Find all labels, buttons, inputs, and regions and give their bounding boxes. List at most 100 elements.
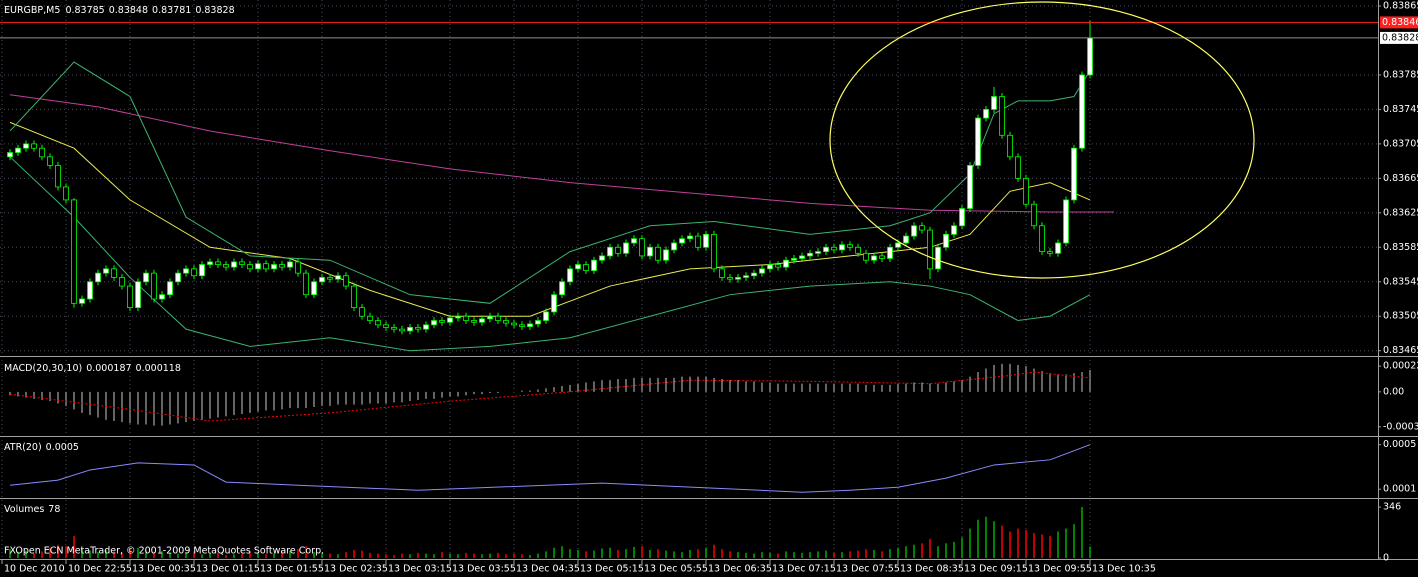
bid-label: 0.83828: [1382, 32, 1418, 43]
macd-header: MACD(20,30,10) 0.000187 0.000118: [4, 363, 181, 374]
candle-body: [415, 327, 421, 330]
candle-body: [103, 268, 109, 274]
candle-body: [359, 307, 365, 317]
candle-body: [1023, 177, 1029, 205]
x-tick-label: 13 Dec 05:15: [580, 564, 644, 575]
candle-body: [239, 261, 245, 265]
candle-body: [391, 327, 397, 330]
candle-body: [639, 238, 645, 257]
y-tick-label: 0.83625: [1383, 207, 1418, 218]
x-tick-label: 13 Dec 10:35: [1092, 564, 1156, 575]
candle-body: [287, 261, 293, 268]
candle-body: [311, 281, 317, 296]
candle-body: [1071, 147, 1077, 201]
y-tick-label: 0.00022: [1383, 361, 1418, 372]
candle-body: [623, 242, 629, 254]
candle-body: [375, 320, 381, 326]
candle-body: [327, 277, 333, 280]
candle-body: [407, 327, 413, 332]
candle-body: [903, 235, 909, 244]
x-tick-label: 13 Dec 08:35: [900, 564, 964, 575]
candle-body: [319, 277, 325, 283]
low: 0.83781: [152, 5, 191, 16]
candle-body: [279, 264, 285, 268]
candle-body: [367, 315, 373, 321]
candle-body: [991, 96, 997, 110]
open: 0.83785: [65, 5, 104, 16]
candle-body: [271, 264, 277, 270]
candle-body: [879, 255, 885, 259]
candle-body: [727, 277, 733, 280]
candle-body: [583, 264, 589, 271]
y-tick-label: 0: [1383, 553, 1389, 564]
macd-value: 0.000187: [86, 363, 131, 374]
y-tick-label: 0.0005: [1383, 439, 1416, 450]
candle-body: [399, 328, 405, 332]
x-tick-label: 13 Dec 04:35: [516, 564, 580, 575]
x-tick-label: 13 Dec 09:55: [1028, 564, 1092, 575]
candle-body: [1079, 74, 1085, 149]
candle-body: [615, 246, 621, 254]
candle-body: [247, 264, 253, 270]
y-tick-label: 0.83705: [1383, 138, 1418, 149]
candle-body: [591, 259, 597, 271]
ask-label: 0.83846: [1382, 17, 1418, 28]
volume-value: 78: [48, 504, 60, 515]
y-tick-label: 0.00: [1383, 386, 1404, 397]
candle-body: [1063, 199, 1069, 244]
candle-body: [559, 281, 565, 296]
candle-body: [23, 143, 29, 149]
candle-body: [215, 261, 221, 265]
x-tick-label: 13 Dec 03:55: [452, 564, 516, 575]
candle-body: [263, 263, 269, 270]
candle-body: [799, 255, 805, 259]
annotation-ellipse: [829, 1, 1255, 279]
candle-body: [703, 233, 709, 248]
candle-body: [511, 322, 517, 326]
candle-body: [191, 268, 197, 277]
marks: [0, 20, 1378, 558]
candle-body: [495, 315, 501, 321]
x-tick-label: 13 Dec 02:35: [324, 564, 388, 575]
candle-body: [927, 229, 933, 270]
candle-body: [111, 268, 117, 278]
candle-body: [543, 311, 549, 321]
candle-body: [447, 317, 453, 323]
ask-label-box: [1380, 16, 1418, 29]
copyright: FXOpen ECN MetaTrader, © 2001-2009 MetaQ…: [4, 546, 324, 557]
candle-body: [95, 272, 101, 283]
main-header: EURGBP,M5 0.83785 0.83848 0.83781 0.83828: [4, 5, 235, 16]
candle-body: [127, 285, 133, 309]
candle-body: [655, 246, 661, 261]
symbol: EURGBP,M5: [4, 5, 60, 16]
x-tick-label: 13 Dec 07:15: [772, 564, 836, 575]
candle-body: [455, 315, 461, 319]
candle-body: [983, 109, 989, 119]
x-tick-label: 13 Dec 00:35: [132, 564, 196, 575]
candle-body: [743, 275, 749, 278]
candle-body: [479, 318, 485, 323]
candle-body: [7, 152, 13, 158]
y-tick-label: 0.83465: [1383, 345, 1418, 356]
candle-body: [15, 147, 21, 153]
candle-body: [671, 242, 677, 251]
candle-body: [575, 264, 581, 270]
candle-body: [223, 264, 229, 268]
bid-label-box: [1380, 31, 1418, 44]
candle-body: [439, 320, 445, 323]
candle-body: [519, 324, 525, 327]
candle-body: [63, 186, 69, 201]
candle-body: [463, 315, 469, 321]
candle-body: [535, 320, 541, 325]
candle-body: [207, 261, 213, 265]
candle-body: [895, 242, 901, 248]
candle-body: [783, 259, 789, 268]
candle-body: [951, 225, 957, 235]
y-tick-label: 0.0001: [1383, 484, 1416, 495]
candle-body: [631, 238, 637, 244]
x-tick-label: 13 Dec 06:35: [708, 564, 772, 575]
candle-body: [175, 272, 181, 283]
